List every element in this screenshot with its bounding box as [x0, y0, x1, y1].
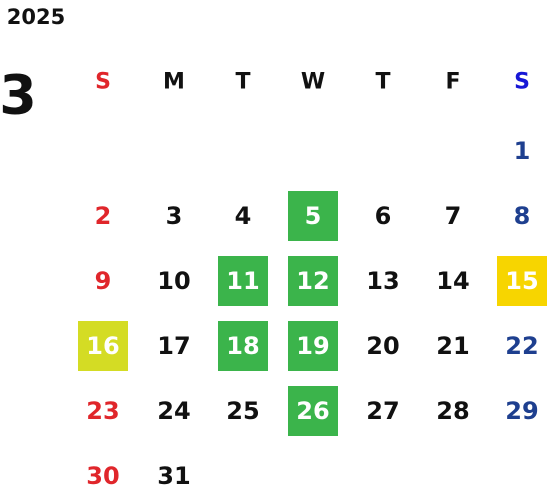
day-highlight: [218, 321, 268, 371]
day-number: 26: [296, 397, 330, 425]
day-number: 6: [374, 202, 392, 230]
day-number: 2: [94, 202, 112, 230]
day-number: 11: [226, 267, 260, 295]
weekday-label: S: [514, 69, 530, 95]
day-highlight: [78, 321, 128, 371]
day-number: 29: [505, 397, 539, 425]
weekday-label: S: [95, 69, 111, 95]
day-highlight: [288, 321, 338, 371]
weekday-label: T: [235, 69, 251, 95]
day-number: 20: [366, 332, 400, 360]
day-number: 7: [444, 202, 462, 230]
day-number: 5: [304, 202, 322, 230]
weekday-label: W: [300, 69, 326, 95]
day-number: 23: [86, 397, 120, 425]
day-highlight: [288, 191, 338, 241]
day-number: 4: [234, 202, 252, 230]
day-number: 31: [157, 462, 191, 490]
day-number: 21: [436, 332, 470, 360]
day-number: 13: [366, 267, 400, 295]
weekday-label: T: [375, 69, 391, 95]
day-highlight: [218, 256, 268, 306]
day-highlight: [288, 256, 338, 306]
day-number: 1: [513, 137, 531, 165]
day-number: 27: [366, 397, 400, 425]
day-number: 25: [226, 397, 260, 425]
day-number: 14: [436, 267, 470, 295]
month: 3: [0, 63, 37, 127]
day-number: 18: [226, 332, 260, 360]
day-number: 22: [505, 332, 539, 360]
day-number: 16: [86, 332, 120, 360]
day-number: 9: [94, 267, 112, 295]
day-number: 15: [505, 267, 539, 295]
day-number: 10: [157, 267, 191, 295]
day-number: 17: [157, 332, 191, 360]
year: 2025: [6, 5, 66, 29]
day-number: 24: [157, 397, 191, 425]
day-number: 8: [513, 202, 531, 230]
weekday-label: M: [163, 69, 185, 95]
day-number: 28: [436, 397, 470, 425]
day-number: 3: [165, 202, 183, 230]
day-highlight: [288, 386, 338, 436]
day-number: 30: [86, 462, 120, 490]
day-highlight: [497, 256, 547, 306]
weekday-label: F: [445, 69, 461, 95]
day-number: 12: [296, 267, 330, 295]
day-number: 19: [296, 332, 330, 360]
